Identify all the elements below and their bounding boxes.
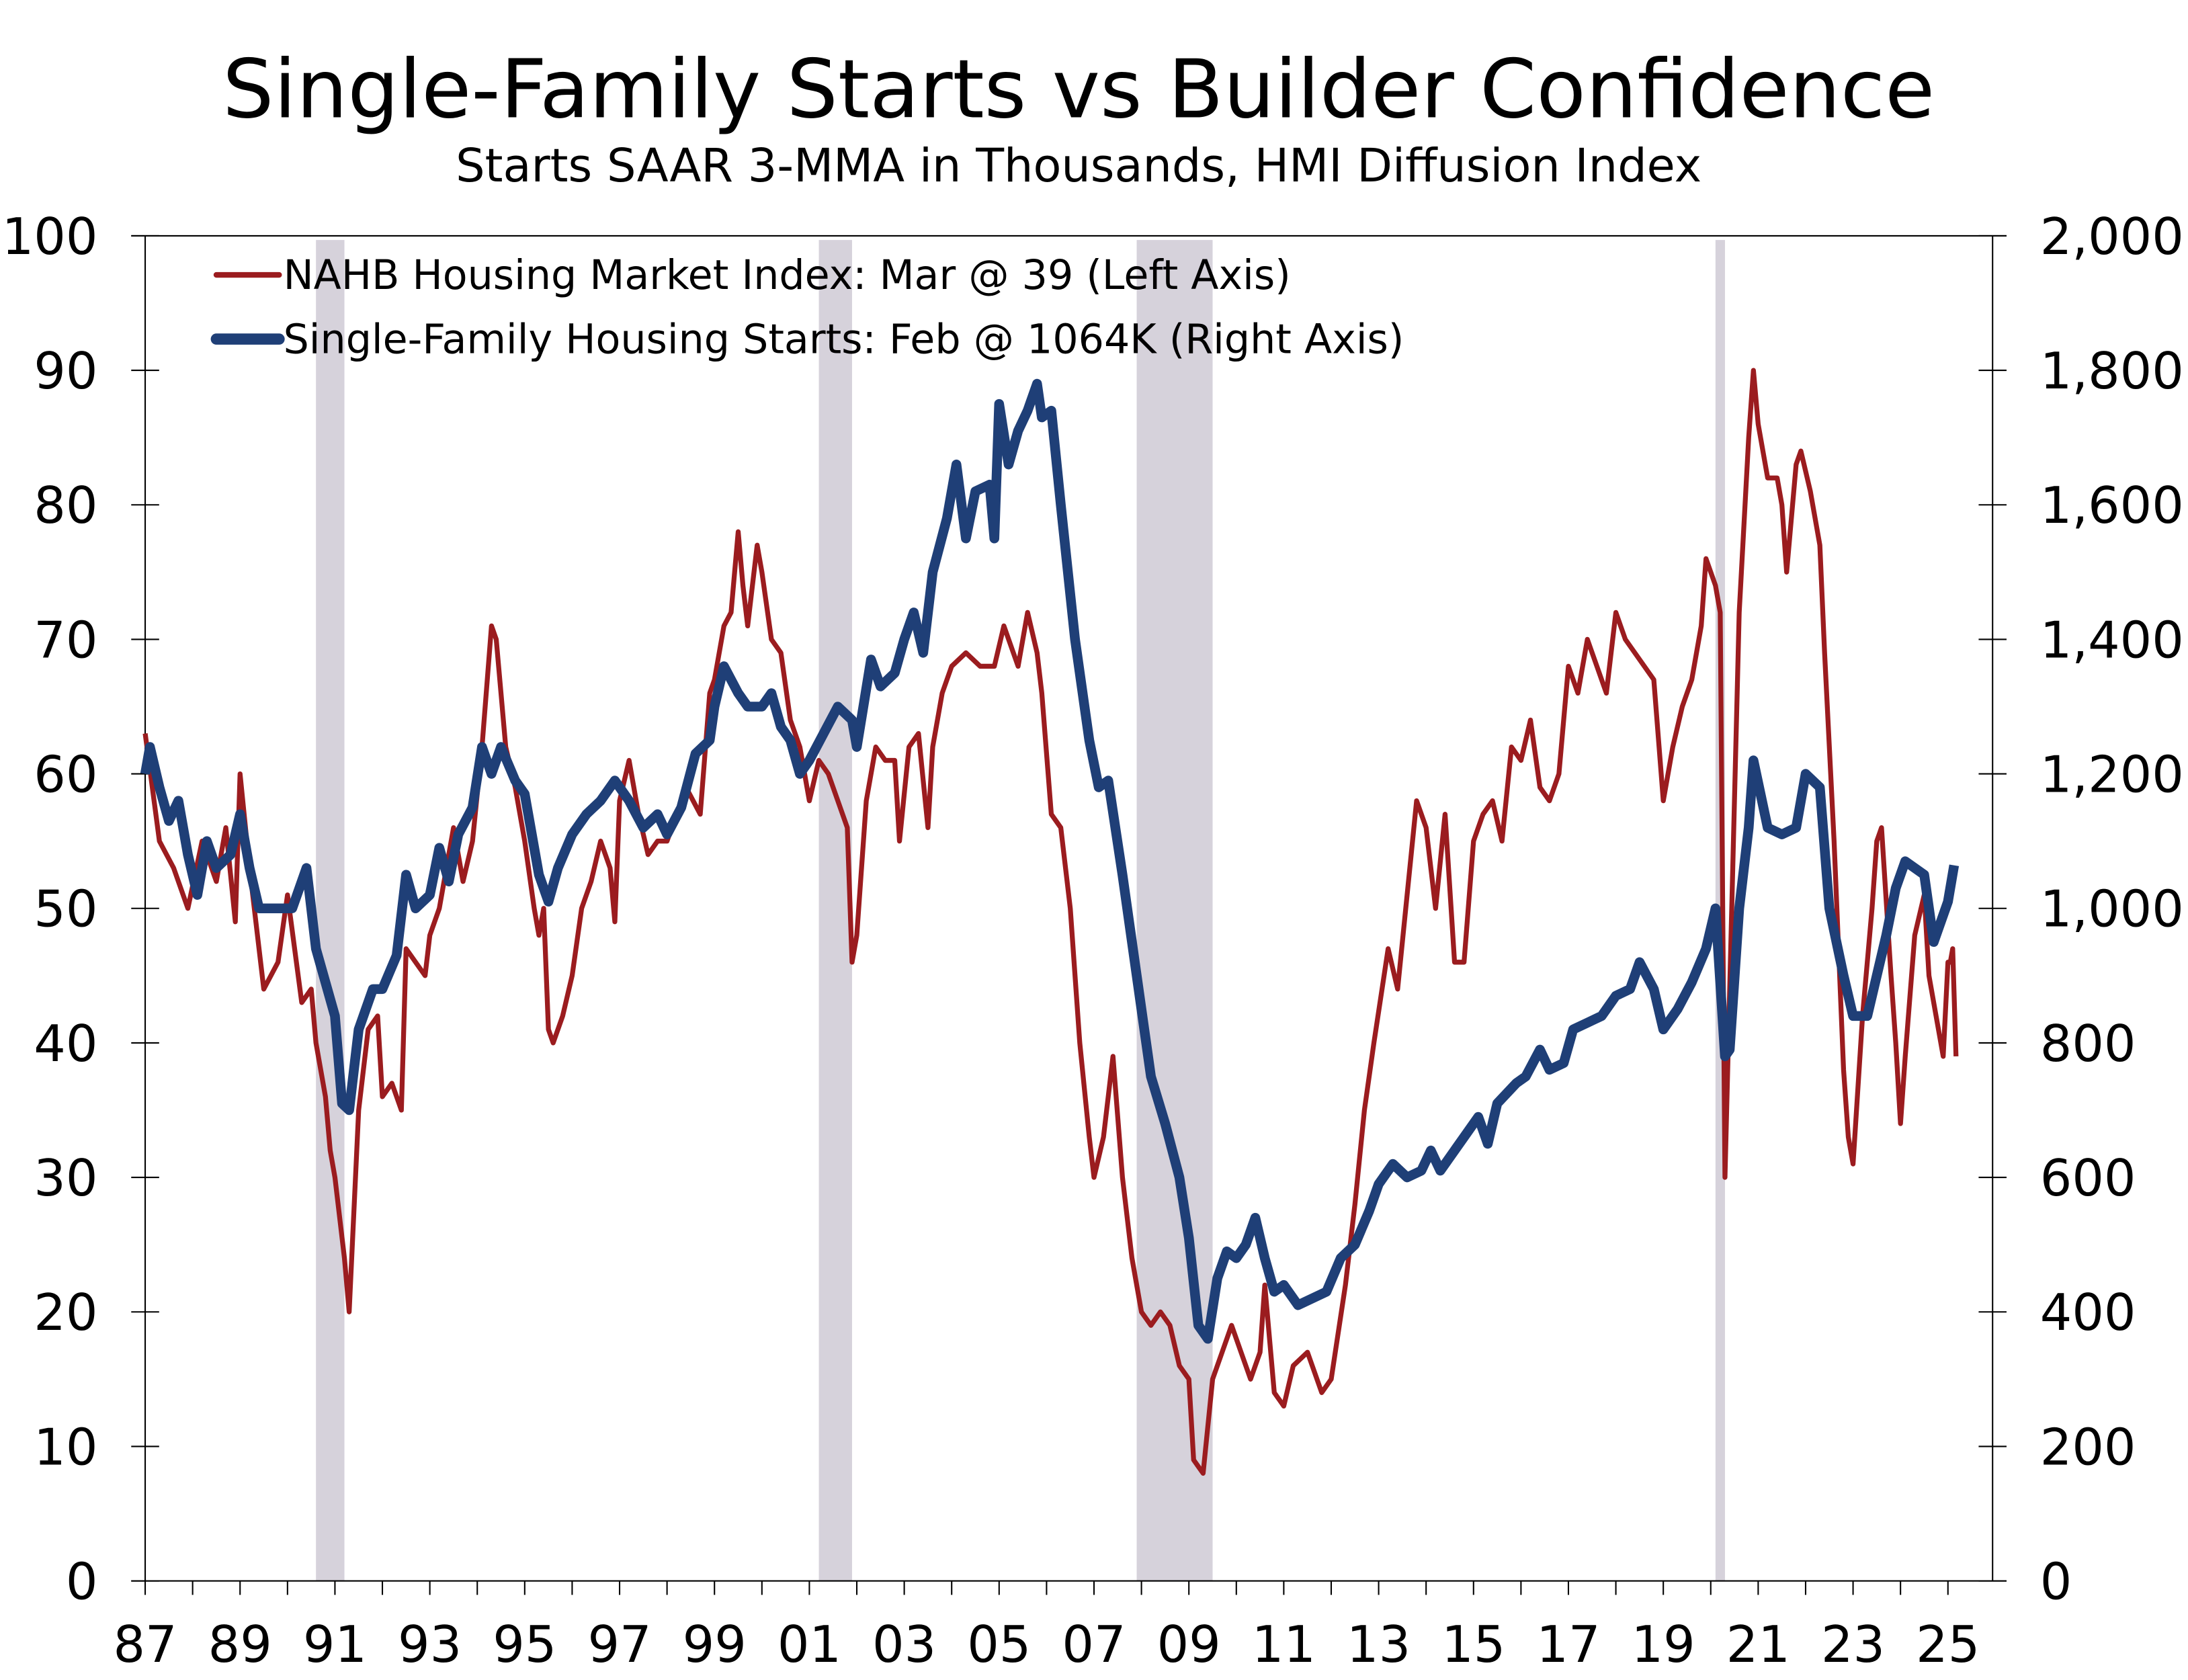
recession-band [818, 240, 852, 1581]
x-tick-label: 21 [1726, 1615, 1790, 1674]
legend: NAHB Housing Market Index: Mar @ 39 (Lef… [210, 252, 1404, 363]
chart-subtitle: Starts SAAR 3-MMA in Thousands, HMI Diff… [456, 139, 1701, 193]
hmi-line [142, 368, 1959, 1476]
starts-line [140, 378, 1960, 1344]
x-tick-label: 87 [113, 1615, 177, 1674]
right-tick-label: 1,800 [2040, 342, 2184, 401]
x-tick-label: 15 [1441, 1615, 1505, 1674]
x-tick-label: 09 [1157, 1615, 1221, 1674]
series-lines [140, 368, 1960, 1476]
x-tick-label: 19 [1632, 1615, 1695, 1674]
left-tick-label: 0 [66, 1553, 98, 1611]
x-tick-label: 91 [303, 1615, 367, 1674]
legend-label-hmi: NAHB Housing Market Index: Mar @ 39 (Lef… [284, 252, 1291, 299]
left-tick-label: 10 [34, 1418, 97, 1476]
x-tick-label: 13 [1347, 1615, 1411, 1674]
x-tick-label: 01 [777, 1615, 841, 1674]
x-tick-label: 25 [1916, 1615, 1980, 1674]
x-tick-label: 17 [1536, 1615, 1600, 1674]
left-tick-label: 70 [34, 611, 97, 669]
right-tick-label: 1,600 [2040, 476, 2184, 535]
left-tick-label: 40 [34, 1015, 97, 1073]
x-tick-label: 95 [493, 1615, 556, 1674]
right-tick-label: 600 [2040, 1149, 2136, 1208]
chart-title: Single-Family Starts vs Builder Confiden… [222, 42, 1935, 136]
right-tick-label: 1,400 [2040, 611, 2184, 669]
right-tick-label: 800 [2040, 1015, 2136, 1073]
x-tick-label: 23 [1821, 1615, 1885, 1674]
x-tick-label: 97 [587, 1615, 651, 1674]
right-tick-label: 400 [2040, 1284, 2136, 1342]
right-tick-label: 1,200 [2040, 746, 2184, 804]
x-tick-label: 93 [398, 1615, 462, 1674]
left-tick-label: 50 [34, 880, 97, 939]
x-tick-label: 07 [1062, 1615, 1126, 1674]
left-tick-label: 90 [34, 342, 97, 401]
x-tick-label: 11 [1252, 1615, 1316, 1674]
recession-bands [316, 240, 1725, 1581]
left-tick-label: 60 [34, 746, 97, 804]
x-tick-label: 99 [683, 1615, 747, 1674]
x-tick-label: 05 [967, 1615, 1031, 1674]
right-tick-label: 200 [2040, 1418, 2136, 1476]
right-tick-label: 2,000 [2040, 208, 2184, 266]
recession-band [1136, 240, 1213, 1581]
axes: 010203040506070809010002004006008001,000… [2, 208, 2184, 1674]
left-tick-label: 80 [34, 476, 97, 535]
x-tick-label: 89 [208, 1615, 272, 1674]
left-tick-label: 20 [34, 1284, 97, 1342]
left-tick-label: 100 [2, 208, 98, 266]
legend-label-starts: Single-Family Housing Starts: Feb @ 1064… [284, 316, 1404, 363]
recession-band [316, 240, 345, 1581]
left-tick-label: 30 [34, 1149, 97, 1208]
right-tick-label: 0 [2040, 1553, 2072, 1611]
x-tick-label: 03 [872, 1615, 936, 1674]
right-tick-label: 1,000 [2040, 880, 2184, 939]
